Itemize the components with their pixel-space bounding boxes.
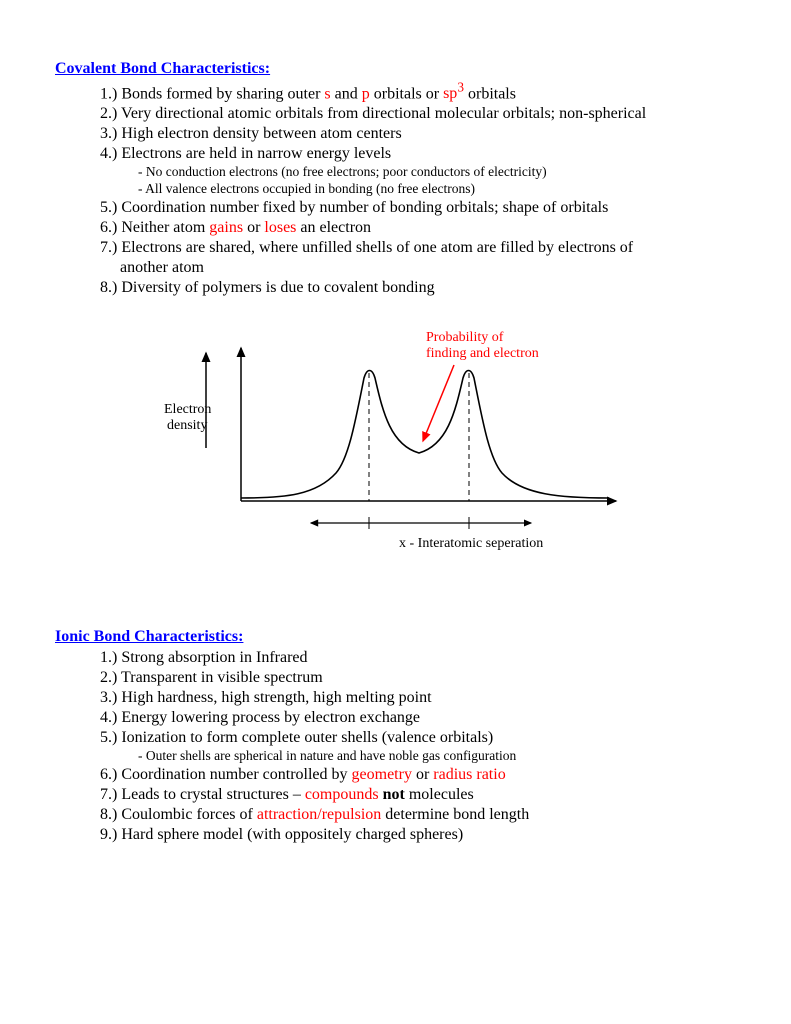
covalent-title: Covalent Bond Characteristics: xyxy=(55,60,736,78)
electron-density-diagram: Electron density Probability of finding … xyxy=(55,323,736,573)
ionic-list: 1.) Strong absorption in Infrared 2.) Tr… xyxy=(100,648,736,845)
covalent-list: 1.) Bonds formed by sharing outer s and … xyxy=(100,80,736,298)
text-geometry: geometry xyxy=(352,766,412,783)
ion-item-2: 2.) Transparent in visible spectrum xyxy=(100,668,736,688)
ion-item-4: 4.) Energy lowering process by electron … xyxy=(100,708,736,728)
ion-item-6: 6.) Coordination number controlled by ge… xyxy=(100,765,736,785)
ylabel-2: density xyxy=(167,418,207,433)
ylabel-1: Electron xyxy=(164,402,211,417)
text-p: p xyxy=(362,85,370,102)
cov-item-4-sub2: - All valence electrons occupied in bond… xyxy=(138,181,736,198)
ion-item-8: 8.) Coulombic forces of attraction/repul… xyxy=(100,805,736,825)
ion-item-5-sub1: - Outer shells are spherical in nature a… xyxy=(138,748,736,765)
cov-item-5: 5.) Coordination number fixed by number … xyxy=(100,198,736,218)
text: 6.) Neither atom xyxy=(100,219,209,236)
text: 7.) Leads to crystal structures – xyxy=(100,786,305,803)
text: or xyxy=(412,766,433,783)
xlabel: x - Interatomic seperation xyxy=(399,536,543,551)
ion-item-9: 9.) Hard sphere model (with oppositely c… xyxy=(100,825,736,845)
text-not: not xyxy=(383,786,405,803)
cov-item-7b: another atom xyxy=(100,258,736,278)
cov-item-6: 6.) Neither atom gains or loses an elect… xyxy=(100,218,736,238)
annotation-line2: finding and electron xyxy=(426,346,539,361)
text: orbitals xyxy=(464,85,516,102)
ion-item-1: 1.) Strong absorption in Infrared xyxy=(100,648,736,668)
text-attraction-repulsion: attraction/repulsion xyxy=(257,806,381,823)
cov-item-2: 2.) Very directional atomic orbitals fro… xyxy=(100,104,736,124)
text-compounds: compounds xyxy=(305,786,379,803)
cov-item-7: 7.) Electrons are shared, where unfilled… xyxy=(100,238,736,258)
cov-item-8: 8.) Diversity of polymers is due to cova… xyxy=(100,278,736,298)
text: molecules xyxy=(405,786,474,803)
cov-item-4-sub1: - No conduction electrons (no free elect… xyxy=(138,164,736,181)
text: 1.) Bonds formed by sharing outer xyxy=(100,85,324,102)
cov-item-3: 3.) High electron density between atom c… xyxy=(100,124,736,144)
text-gains: gains xyxy=(209,219,243,236)
annotation-arrow xyxy=(423,365,454,441)
text: determine bond length xyxy=(381,806,529,823)
text: 6.) Coordination number controlled by xyxy=(100,766,352,783)
text: and xyxy=(331,85,362,102)
ion-item-7: 7.) Leads to crystal structures – compou… xyxy=(100,785,736,805)
text: orbitals or xyxy=(370,85,443,102)
text: 8.) Coulombic forces of xyxy=(100,806,257,823)
text: an electron xyxy=(296,219,371,236)
cov-item-4: 4.) Electrons are held in narrow energy … xyxy=(100,144,736,164)
text-loses: loses xyxy=(264,219,296,236)
cov-item-1: 1.) Bonds formed by sharing outer s and … xyxy=(100,80,736,104)
text-sp3: sp3 xyxy=(443,85,464,102)
ion-item-5: 5.) Ionization to form complete outer sh… xyxy=(100,728,736,748)
text-radius-ratio: radius ratio xyxy=(433,766,505,783)
ion-item-3: 3.) High hardness, high strength, high m… xyxy=(100,688,736,708)
text: or xyxy=(243,219,264,236)
ionic-title: Ionic Bond Characteristics: xyxy=(55,628,736,646)
annotation-line1: Probability of xyxy=(426,330,504,345)
